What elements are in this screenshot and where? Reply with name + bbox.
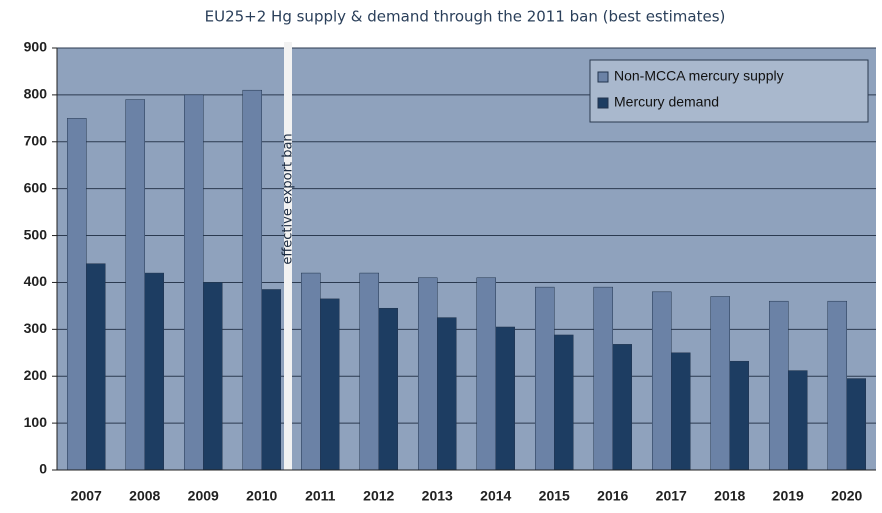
y-tick-label: 0 bbox=[39, 461, 47, 477]
bar bbox=[437, 317, 457, 471]
x-tick-label: 2016 bbox=[597, 488, 628, 504]
bar bbox=[476, 277, 496, 471]
x-tick-label: 2018 bbox=[714, 488, 745, 504]
ban-separator bbox=[284, 42, 292, 470]
bar bbox=[495, 326, 515, 471]
x-tick-label: 2011 bbox=[305, 488, 336, 504]
y-tick-label: 400 bbox=[24, 273, 48, 289]
bar bbox=[261, 289, 281, 471]
y-tick-label: 600 bbox=[24, 179, 48, 195]
bar bbox=[535, 286, 555, 471]
bar bbox=[125, 99, 145, 471]
x-tick-label: 2015 bbox=[539, 488, 570, 504]
y-tick-label: 800 bbox=[24, 86, 48, 102]
bar bbox=[710, 296, 730, 471]
annotation: effective export ban bbox=[281, 133, 296, 264]
x-tick-label: 2009 bbox=[188, 488, 219, 504]
chart-title: EU25+2 Hg supply & demand through the 20… bbox=[205, 8, 726, 26]
y-tick-label: 200 bbox=[24, 367, 48, 383]
bar bbox=[671, 352, 691, 471]
legend-box bbox=[589, 59, 869, 123]
bar bbox=[144, 272, 164, 471]
x-tick-label: 2012 bbox=[363, 488, 394, 504]
x-tick-label: 2014 bbox=[480, 488, 511, 504]
legend-label: Non-MCCA mercury supply bbox=[614, 68, 784, 84]
x-tick-label: 2019 bbox=[773, 488, 804, 504]
bar bbox=[769, 300, 789, 471]
bar bbox=[320, 298, 340, 471]
bar bbox=[554, 334, 574, 471]
y-tick-label: 300 bbox=[24, 320, 48, 336]
bar bbox=[242, 89, 262, 471]
x-tick-label: 2010 bbox=[246, 488, 277, 504]
bar bbox=[788, 370, 808, 471]
bar bbox=[846, 378, 866, 471]
x-tick-label: 2017 bbox=[656, 488, 687, 504]
bar bbox=[301, 272, 321, 471]
bar bbox=[593, 286, 613, 471]
y-tick-label: 900 bbox=[24, 39, 48, 55]
bar bbox=[652, 291, 672, 471]
bar bbox=[729, 360, 749, 471]
bar bbox=[359, 272, 379, 471]
x-tick-label: 2007 bbox=[71, 488, 102, 504]
bar bbox=[203, 282, 223, 471]
x-tick-label: 2020 bbox=[831, 488, 862, 504]
bar bbox=[67, 118, 87, 471]
bar bbox=[86, 263, 106, 471]
x-tick-label: 2008 bbox=[129, 488, 160, 504]
x-tick-label: 2013 bbox=[422, 488, 453, 504]
bar bbox=[418, 277, 438, 471]
bar bbox=[612, 344, 632, 471]
y-tick-label: 100 bbox=[24, 414, 48, 430]
legend-label: Mercury demand bbox=[614, 94, 719, 110]
y-tick-label: 500 bbox=[24, 226, 48, 242]
bar bbox=[378, 307, 398, 471]
y-tick-label: 700 bbox=[24, 132, 48, 148]
legend-swatch bbox=[597, 97, 609, 109]
bar bbox=[827, 300, 847, 471]
bar bbox=[184, 94, 204, 471]
legend-swatch bbox=[597, 71, 609, 83]
